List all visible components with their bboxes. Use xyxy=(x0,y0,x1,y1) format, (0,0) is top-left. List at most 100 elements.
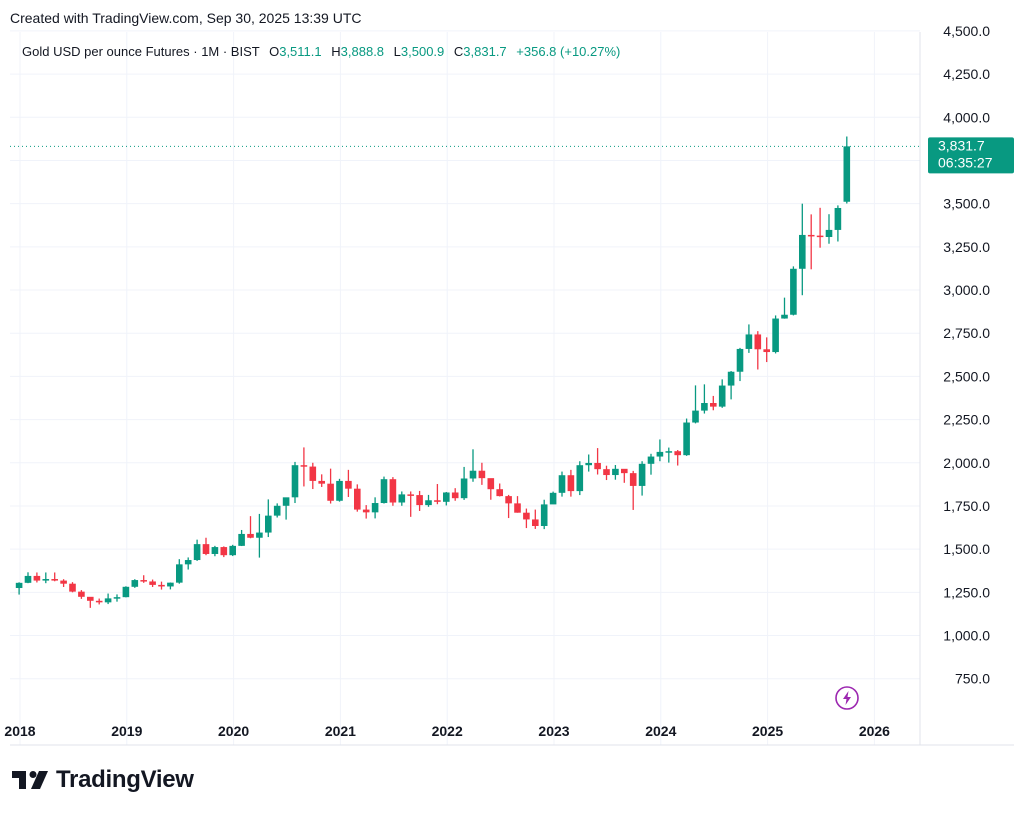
candle[interactable] xyxy=(33,572,41,583)
candle[interactable] xyxy=(612,465,619,480)
candle[interactable] xyxy=(683,418,690,456)
candle[interactable] xyxy=(540,499,548,530)
candle[interactable] xyxy=(131,579,139,588)
candle[interactable] xyxy=(51,572,58,582)
candle[interactable] xyxy=(790,266,797,316)
candle[interactable] xyxy=(763,337,770,363)
candle[interactable] xyxy=(621,468,628,483)
candle[interactable] xyxy=(656,439,664,462)
candle[interactable] xyxy=(158,581,165,590)
candle[interactable] xyxy=(389,477,397,506)
candle[interactable] xyxy=(327,468,334,504)
candle[interactable] xyxy=(754,331,762,370)
candle[interactable] xyxy=(647,453,655,475)
candle[interactable] xyxy=(398,491,406,506)
candle[interactable] xyxy=(176,559,183,584)
candle[interactable] xyxy=(87,596,94,608)
candle[interactable] xyxy=(816,207,824,248)
candle[interactable] xyxy=(727,371,735,400)
candle[interactable] xyxy=(122,586,130,598)
candle[interactable] xyxy=(549,491,557,505)
candle[interactable] xyxy=(718,379,726,408)
candle[interactable] xyxy=(345,469,352,497)
lightning-icon[interactable] xyxy=(835,686,859,710)
candle[interactable] xyxy=(300,447,308,487)
candle[interactable] xyxy=(514,496,521,513)
candle[interactable] xyxy=(256,513,263,558)
candle[interactable] xyxy=(469,449,477,482)
candle[interactable] xyxy=(140,575,147,583)
candle[interactable] xyxy=(585,454,592,472)
candle[interactable] xyxy=(42,572,50,584)
candle[interactable] xyxy=(558,471,566,497)
candle[interactable] xyxy=(629,470,637,510)
candle[interactable] xyxy=(772,315,779,354)
candle[interactable] xyxy=(692,385,699,424)
candle[interactable] xyxy=(451,488,459,501)
candle[interactable] xyxy=(478,462,486,485)
candle[interactable] xyxy=(710,395,717,411)
candle[interactable] xyxy=(505,494,512,519)
candle[interactable] xyxy=(416,490,423,511)
x-axis[interactable]: 2018 2019 2020 2021 2022 2023 2024 2025 2026 xyxy=(4,723,890,739)
candle[interactable] xyxy=(193,539,201,561)
candle[interactable] xyxy=(380,476,388,504)
candle[interactable] xyxy=(273,503,281,518)
candle[interactable] xyxy=(211,545,219,557)
candle[interactable] xyxy=(443,491,450,506)
candle[interactable] xyxy=(460,466,468,500)
candle[interactable] xyxy=(60,579,67,587)
candle[interactable] xyxy=(291,461,299,504)
candle[interactable] xyxy=(95,598,103,605)
candle[interactable] xyxy=(15,582,23,595)
candle[interactable] xyxy=(674,449,681,466)
candle[interactable] xyxy=(309,462,317,490)
candle[interactable] xyxy=(825,214,833,244)
candle[interactable] xyxy=(371,497,379,519)
candle[interactable] xyxy=(113,594,121,602)
candle[interactable] xyxy=(425,494,432,507)
candle[interactable] xyxy=(24,572,32,584)
candle[interactable] xyxy=(247,516,254,539)
candle[interactable] xyxy=(238,529,245,547)
symbol-name[interactable]: Gold USD per ounce Futures · 1M · BIST xyxy=(22,44,260,59)
tradingview-brand[interactable]: TradingView xyxy=(12,766,194,794)
candle[interactable] xyxy=(701,384,708,414)
candle[interactable] xyxy=(603,465,610,481)
candle[interactable] xyxy=(487,478,495,500)
candle[interactable] xyxy=(184,557,192,570)
candle[interactable] xyxy=(202,537,210,556)
candle[interactable] xyxy=(354,484,361,512)
candle[interactable] xyxy=(745,324,753,353)
candle[interactable] xyxy=(576,461,584,496)
candle[interactable] xyxy=(78,590,85,599)
candle[interactable] xyxy=(496,483,503,497)
candle[interactable] xyxy=(229,544,236,557)
candle[interactable] xyxy=(282,497,290,520)
candle[interactable] xyxy=(781,297,788,319)
candle[interactable] xyxy=(638,461,646,496)
candle[interactable] xyxy=(167,582,174,590)
candle[interactable] xyxy=(265,499,272,538)
candle[interactable] xyxy=(434,484,441,505)
candle[interactable] xyxy=(362,505,370,519)
candle[interactable] xyxy=(736,347,744,382)
candle[interactable] xyxy=(104,593,112,605)
candle[interactable] xyxy=(807,214,815,270)
candle[interactable] xyxy=(532,509,539,529)
candle[interactable] xyxy=(407,491,414,517)
candle[interactable] xyxy=(149,579,156,587)
candle[interactable] xyxy=(594,448,601,475)
candle[interactable] xyxy=(69,582,76,593)
candle[interactable] xyxy=(567,469,575,497)
candle[interactable] xyxy=(220,546,228,558)
candle[interactable] xyxy=(834,205,842,242)
candle[interactable] xyxy=(318,474,325,487)
candle[interactable] xyxy=(665,447,673,463)
y-axis[interactable]: 750.0 1,000.0 1,250.0 1,500.0 1,750.0 2,000.0… xyxy=(943,23,990,687)
candle[interactable] xyxy=(843,136,851,204)
candle[interactable] xyxy=(523,508,530,529)
candle[interactable] xyxy=(799,203,806,296)
candle[interactable] xyxy=(336,478,343,502)
